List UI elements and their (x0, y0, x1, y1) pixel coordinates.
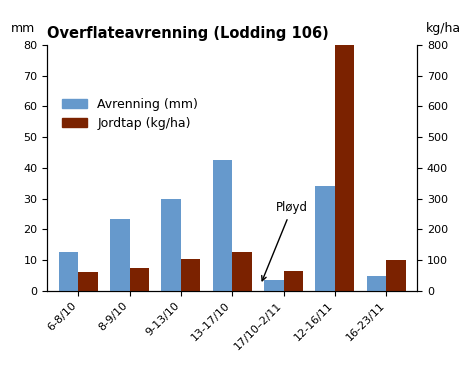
Text: mm: mm (10, 22, 35, 35)
Bar (386, 260, 406, 291)
Text: Pløyd: Pløyd (262, 201, 308, 281)
Text: Overflateavrenning (Lodding 106): Overflateavrenning (Lodding 106) (47, 26, 329, 41)
Bar (59, 253, 78, 291)
Bar (367, 276, 386, 291)
Bar (283, 271, 303, 291)
Bar (110, 219, 129, 291)
Bar (129, 268, 149, 291)
Bar (232, 253, 252, 291)
Bar (78, 272, 98, 291)
Bar (316, 186, 335, 291)
Bar (162, 198, 181, 291)
Bar (264, 280, 283, 291)
Bar (181, 258, 201, 291)
Legend: Avrenning (mm), Jordtap (kg/ha): Avrenning (mm), Jordtap (kg/ha) (57, 93, 203, 135)
Bar (213, 160, 232, 291)
Bar (335, 45, 355, 291)
Text: kg/ha: kg/ha (426, 22, 462, 35)
